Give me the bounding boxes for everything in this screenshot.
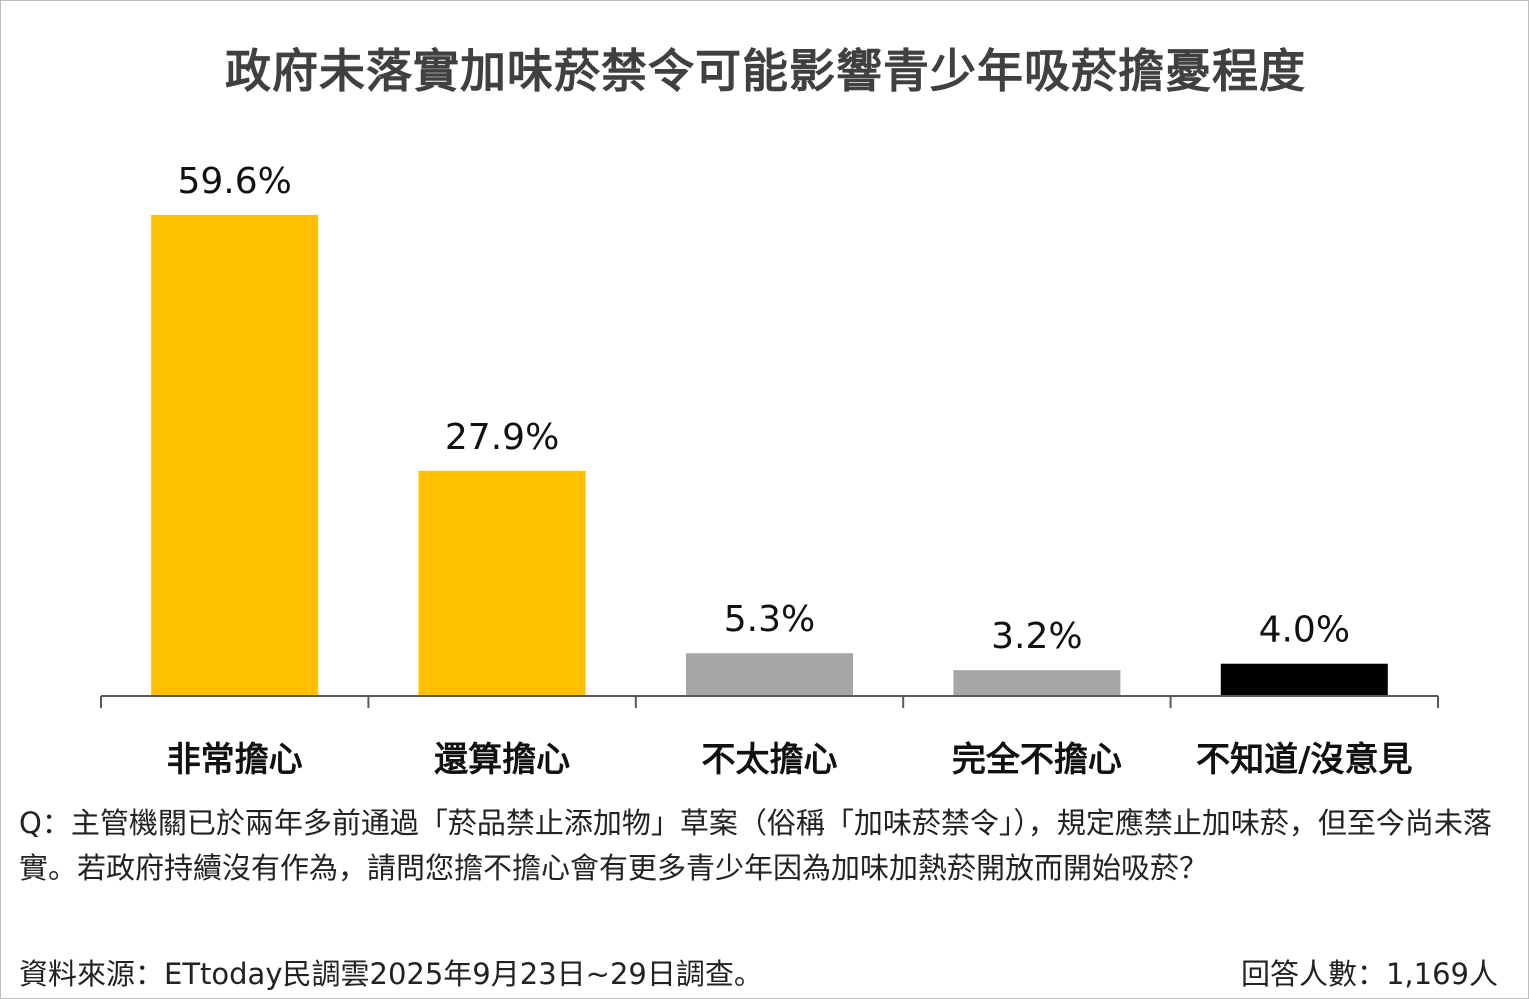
bar bbox=[151, 215, 319, 696]
survey-question: Q：主管機關已於兩年多前通過「菸品禁止添加物」草案（俗稱「加味菸禁令」），規定應… bbox=[19, 806, 1492, 885]
category-label: 非常擔心 bbox=[167, 740, 303, 780]
bar bbox=[1220, 663, 1388, 696]
data-label: 4.0% bbox=[1259, 610, 1350, 651]
bar-chart: 59.6% 非常擔心 27.9% 還算擔心 5.3% 不太擔心 3.2% 完全不擔心 4.0% 不… bbox=[100, 161, 1439, 780]
chart-title: 政府未落實加味菸禁令可能影響青少年吸菸擔憂程度 bbox=[225, 44, 1306, 98]
bar bbox=[686, 653, 853, 696]
category-label: 還算擔心 bbox=[434, 740, 570, 780]
category-label: 不知道/沒意見 bbox=[1196, 740, 1412, 780]
category-label: 不太擔心 bbox=[702, 740, 838, 780]
data-source: 資料來源：ETtoday民調雲2025年9月23日~29日調查。 bbox=[19, 957, 763, 991]
bar bbox=[418, 470, 586, 696]
data-label: 59.6% bbox=[178, 161, 292, 202]
category-label: 完全不擔心 bbox=[952, 740, 1122, 780]
data-label: 3.2% bbox=[991, 616, 1082, 657]
respondent-count: 回答人數：1,169人 bbox=[1240, 957, 1498, 991]
data-label: 5.3% bbox=[724, 599, 815, 640]
data-label: 27.9% bbox=[445, 417, 559, 458]
bar bbox=[953, 670, 1121, 696]
